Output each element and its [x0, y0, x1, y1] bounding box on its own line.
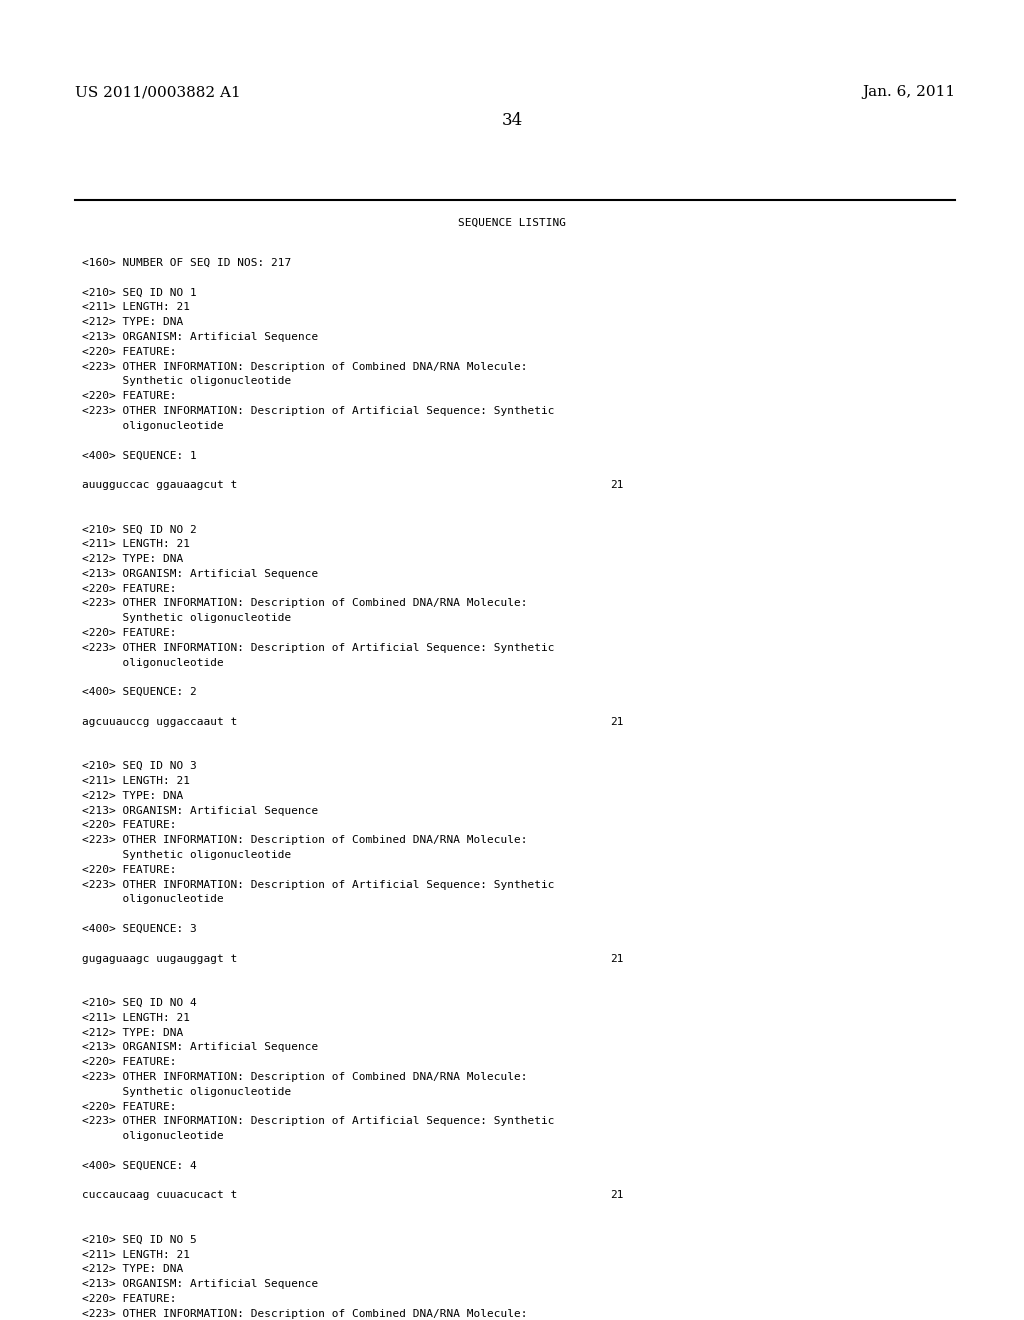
Text: 21: 21	[610, 717, 624, 727]
Text: <220> FEATURE:: <220> FEATURE:	[82, 1102, 176, 1111]
Text: SEQUENCE LISTING: SEQUENCE LISTING	[458, 218, 566, 228]
Text: <400> SEQUENCE: 2: <400> SEQUENCE: 2	[82, 688, 197, 697]
Text: <212> TYPE: DNA: <212> TYPE: DNA	[82, 1265, 183, 1274]
Text: Synthetic oligonucleotide: Synthetic oligonucleotide	[82, 614, 291, 623]
Text: Synthetic oligonucleotide: Synthetic oligonucleotide	[82, 1086, 291, 1097]
Text: oligonucleotide: oligonucleotide	[82, 421, 224, 430]
Text: 34: 34	[502, 112, 522, 129]
Text: <223> OTHER INFORMATION: Description of Combined DNA/RNA Molecule:: <223> OTHER INFORMATION: Description of …	[82, 362, 527, 372]
Text: <223> OTHER INFORMATION: Description of Artificial Sequence: Synthetic: <223> OTHER INFORMATION: Description of …	[82, 879, 555, 890]
Text: <223> OTHER INFORMATION: Description of Combined DNA/RNA Molecule:: <223> OTHER INFORMATION: Description of …	[82, 1072, 527, 1082]
Text: <213> ORGANISM: Artificial Sequence: <213> ORGANISM: Artificial Sequence	[82, 333, 318, 342]
Text: <223> OTHER INFORMATION: Description of Artificial Sequence: Synthetic: <223> OTHER INFORMATION: Description of …	[82, 1117, 555, 1126]
Text: <210> SEQ ID NO 3: <210> SEQ ID NO 3	[82, 762, 197, 771]
Text: <400> SEQUENCE: 3: <400> SEQUENCE: 3	[82, 924, 197, 935]
Text: <211> LENGTH: 21: <211> LENGTH: 21	[82, 776, 190, 785]
Text: <400> SEQUENCE: 4: <400> SEQUENCE: 4	[82, 1160, 197, 1171]
Text: <210> SEQ ID NO 5: <210> SEQ ID NO 5	[82, 1234, 197, 1245]
Text: <220> FEATURE:: <220> FEATURE:	[82, 1294, 176, 1304]
Text: oligonucleotide: oligonucleotide	[82, 657, 224, 668]
Text: <223> OTHER INFORMATION: Description of Artificial Sequence: Synthetic: <223> OTHER INFORMATION: Description of …	[82, 643, 555, 653]
Text: <220> FEATURE:: <220> FEATURE:	[82, 628, 176, 638]
Text: <212> TYPE: DNA: <212> TYPE: DNA	[82, 554, 183, 564]
Text: <223> OTHER INFORMATION: Description of Combined DNA/RNA Molecule:: <223> OTHER INFORMATION: Description of …	[82, 836, 527, 845]
Text: <220> FEATURE:: <220> FEATURE:	[82, 821, 176, 830]
Text: <211> LENGTH: 21: <211> LENGTH: 21	[82, 1250, 190, 1259]
Text: <212> TYPE: DNA: <212> TYPE: DNA	[82, 317, 183, 327]
Text: <210> SEQ ID NO 1: <210> SEQ ID NO 1	[82, 288, 197, 297]
Text: gugaguaagc uugauggagt t: gugaguaagc uugauggagt t	[82, 953, 238, 964]
Text: Synthetic oligonucleotide: Synthetic oligonucleotide	[82, 850, 291, 861]
Text: <223> OTHER INFORMATION: Description of Combined DNA/RNA Molecule:: <223> OTHER INFORMATION: Description of …	[82, 1309, 527, 1319]
Text: <213> ORGANISM: Artificial Sequence: <213> ORGANISM: Artificial Sequence	[82, 569, 318, 578]
Text: <211> LENGTH: 21: <211> LENGTH: 21	[82, 539, 190, 549]
Text: <213> ORGANISM: Artificial Sequence: <213> ORGANISM: Artificial Sequence	[82, 1043, 318, 1052]
Text: Jan. 6, 2011: Jan. 6, 2011	[862, 84, 955, 99]
Text: <213> ORGANISM: Artificial Sequence: <213> ORGANISM: Artificial Sequence	[82, 805, 318, 816]
Text: <220> FEATURE:: <220> FEATURE:	[82, 347, 176, 356]
Text: oligonucleotide: oligonucleotide	[82, 895, 224, 904]
Text: <220> FEATURE:: <220> FEATURE:	[82, 1057, 176, 1067]
Text: <211> LENGTH: 21: <211> LENGTH: 21	[82, 302, 190, 313]
Text: Synthetic oligonucleotide: Synthetic oligonucleotide	[82, 376, 291, 387]
Text: <220> FEATURE:: <220> FEATURE:	[82, 583, 176, 594]
Text: 21: 21	[610, 1191, 624, 1200]
Text: <210> SEQ ID NO 2: <210> SEQ ID NO 2	[82, 524, 197, 535]
Text: <210> SEQ ID NO 4: <210> SEQ ID NO 4	[82, 998, 197, 1008]
Text: <223> OTHER INFORMATION: Description of Combined DNA/RNA Molecule:: <223> OTHER INFORMATION: Description of …	[82, 598, 527, 609]
Text: <211> LENGTH: 21: <211> LENGTH: 21	[82, 1012, 190, 1023]
Text: 21: 21	[610, 953, 624, 964]
Text: <223> OTHER INFORMATION: Description of Artificial Sequence: Synthetic: <223> OTHER INFORMATION: Description of …	[82, 407, 555, 416]
Text: <220> FEATURE:: <220> FEATURE:	[82, 865, 176, 875]
Text: cuccaucaag cuuacucact t: cuccaucaag cuuacucact t	[82, 1191, 238, 1200]
Text: <212> TYPE: DNA: <212> TYPE: DNA	[82, 791, 183, 801]
Text: <213> ORGANISM: Artificial Sequence: <213> ORGANISM: Artificial Sequence	[82, 1279, 318, 1290]
Text: oligonucleotide: oligonucleotide	[82, 1131, 224, 1142]
Text: <212> TYPE: DNA: <212> TYPE: DNA	[82, 1027, 183, 1038]
Text: agcuuauccg uggaccaaut t: agcuuauccg uggaccaaut t	[82, 717, 238, 727]
Text: <400> SEQUENCE: 1: <400> SEQUENCE: 1	[82, 450, 197, 461]
Text: auugguccac ggauaagcut t: auugguccac ggauaagcut t	[82, 480, 238, 490]
Text: US 2011/0003882 A1: US 2011/0003882 A1	[75, 84, 241, 99]
Text: <220> FEATURE:: <220> FEATURE:	[82, 391, 176, 401]
Text: <160> NUMBER OF SEQ ID NOS: 217: <160> NUMBER OF SEQ ID NOS: 217	[82, 257, 291, 268]
Text: 21: 21	[610, 480, 624, 490]
